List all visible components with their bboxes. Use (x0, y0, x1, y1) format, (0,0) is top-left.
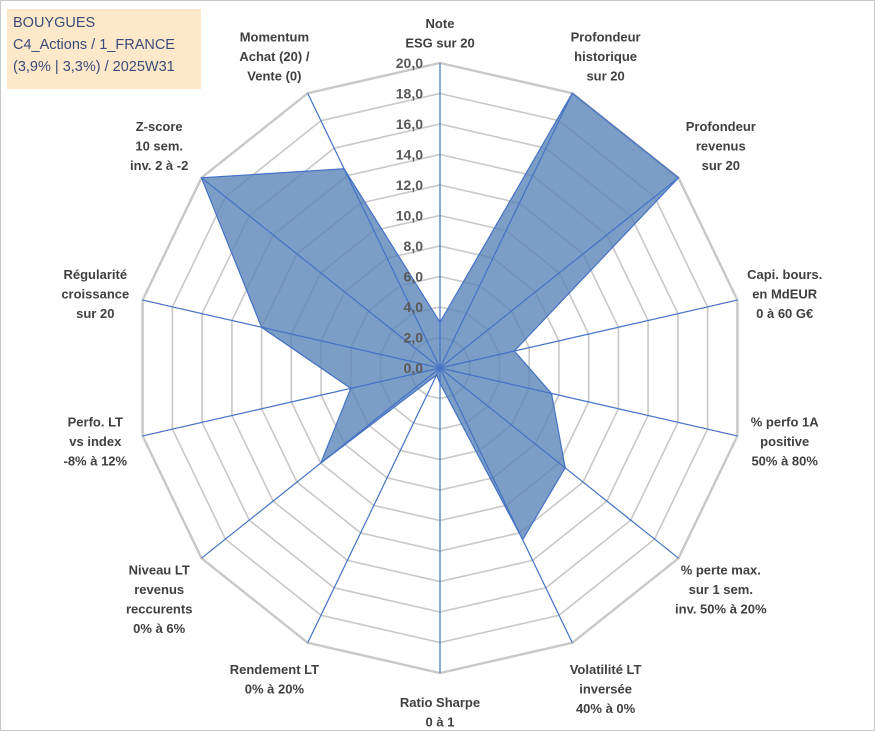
axis-spoke (439, 299, 738, 369)
axis-label: Ratio Sharpe 0 à 1 (400, 695, 480, 730)
axis-label-line: sur 20 (586, 68, 624, 83)
axis-spoke (439, 177, 679, 369)
axis-label-line: % perfo 1A (751, 414, 820, 429)
axis-label-line: Momentum (240, 29, 309, 44)
tick-label: 0,0 (404, 360, 424, 376)
radar-spokes (142, 63, 738, 673)
axis-label-line: Rendement LT (230, 662, 319, 677)
axis-label-line: sur 20 (76, 306, 114, 321)
info-title: BOUYGUES (13, 15, 96, 31)
axis-label-line: historique (574, 49, 637, 64)
axis-label-line: vs index (69, 434, 122, 449)
axis-label: Momentum Achat (20) / Vente (0) (239, 29, 309, 83)
axis-label: Note ESG sur 20 (405, 16, 474, 51)
axis-spoke (439, 92, 573, 369)
axis-label: Perfo. LT vs index -8% à 12% (64, 414, 128, 468)
axis-label-line: inv. 2 à -2 (130, 158, 188, 173)
axis-label: Rendement LT 0% à 20% (230, 662, 319, 697)
axis-label-line: croissance (61, 287, 129, 302)
info-category: C4_Actions / 1_FRANCE (13, 37, 175, 53)
axis-label-line: Capi. bours. (747, 267, 822, 282)
axis-label-line: inv. 50% à 20% (675, 601, 767, 616)
axis-label: Profondeur historique sur 20 (571, 29, 641, 83)
axis-label-line: reccurents (126, 601, 192, 616)
axis-label-line: sur 20 (702, 158, 740, 173)
axis-label-line: Régularité (64, 267, 128, 282)
axis-spoke (439, 367, 738, 437)
info-box: BOUYGUES C4_Actions / 1_FRANCE (3,9% | 3… (7, 9, 201, 89)
axis-label-line: ESG sur 20 (405, 36, 474, 51)
tick-label: 6,0 (404, 269, 424, 285)
axis-label: % perfo 1A positive 50% à 80% (751, 414, 820, 468)
axis-label-line: Profondeur (686, 119, 756, 134)
tick-label: 8,0 (404, 238, 424, 254)
axis-label-line: Vente (0) (247, 68, 301, 83)
axis-label-line: 40% à 0% (576, 701, 636, 716)
axis-label-line: Volatilité LT (570, 662, 642, 677)
axis-label-line: inversée (579, 682, 632, 697)
axis-label-line: Ratio Sharpe (400, 695, 480, 710)
axis-label: Profondeur revenus sur 20 (686, 119, 756, 173)
axis-spoke (307, 92, 441, 369)
tick-label: 18,0 (396, 86, 423, 102)
tick-label: 16,0 (396, 116, 423, 132)
axis-label-line: revenus (696, 139, 746, 154)
tick-label: 4,0 (404, 299, 424, 315)
axis-label: Régularité croissance sur 20 (61, 267, 129, 321)
axis-label-line: Note (426, 16, 455, 31)
axis-spoke (439, 367, 679, 559)
axis-label-line: % perte max. (681, 562, 761, 577)
axis-label-line: 0% à 6% (133, 621, 185, 636)
axis-spoke (142, 299, 441, 369)
axis-spoke (307, 367, 441, 644)
axis-label: Niveau LT revenus reccurents 0% à 6% (126, 562, 192, 636)
tick-label: 12,0 (396, 177, 423, 193)
axis-label-line: Z-score (136, 119, 183, 134)
axis-label-line: Niveau LT (129, 562, 190, 577)
tick-label: 10,0 (396, 208, 423, 224)
axis-label-line: 10 sem. (135, 139, 183, 154)
axis-label: Z-score 10 sem. inv. 2 à -2 (130, 119, 188, 173)
axis-label: Capi. bours. en MdEUR 0 à 60 G€ (747, 267, 822, 321)
info-stats: (3,9% | 3,3%) / 2025W31 (13, 59, 175, 75)
axis-label-line: 50% à 80% (751, 453, 818, 468)
axis-label-line: Achat (20) / (239, 49, 309, 64)
axis-label-line: en MdEUR (752, 287, 818, 302)
axis-spoke (439, 367, 573, 644)
axis-label-line: 0 à 60 G€ (756, 306, 813, 321)
tick-label: 14,0 (396, 147, 423, 163)
axis-label: % perte max. sur 1 sem. inv. 50% à 20% (675, 562, 767, 616)
axis-label-line: sur 1 sem. (689, 582, 753, 597)
radar-axis-labels: Note ESG sur 20 Profondeur historique sur 20… (61, 16, 822, 730)
axis-label-line: 0 à 1 (426, 715, 455, 730)
axis-spoke (142, 367, 441, 437)
axis-spoke (201, 367, 441, 559)
axis-spoke (201, 177, 441, 369)
axis-label-line: Perfo. LT (68, 414, 123, 429)
axis-label: Volatilité LT inversée 40% à 0% (570, 662, 642, 716)
radar-tick-labels: 0,0 2,0 4,0 6,0 8,0 10,0 12,0 14,0 16,0 18,0 20,0 (396, 55, 423, 376)
tick-label: 20,0 (396, 55, 423, 71)
tick-label: 2,0 (404, 330, 424, 346)
axis-label-line: revenus (134, 582, 184, 597)
axis-label-line: 0% à 20% (245, 682, 305, 697)
axis-label-line: -8% à 12% (64, 453, 128, 468)
axis-label-line: positive (760, 434, 809, 449)
axis-label-line: Profondeur (571, 29, 641, 44)
